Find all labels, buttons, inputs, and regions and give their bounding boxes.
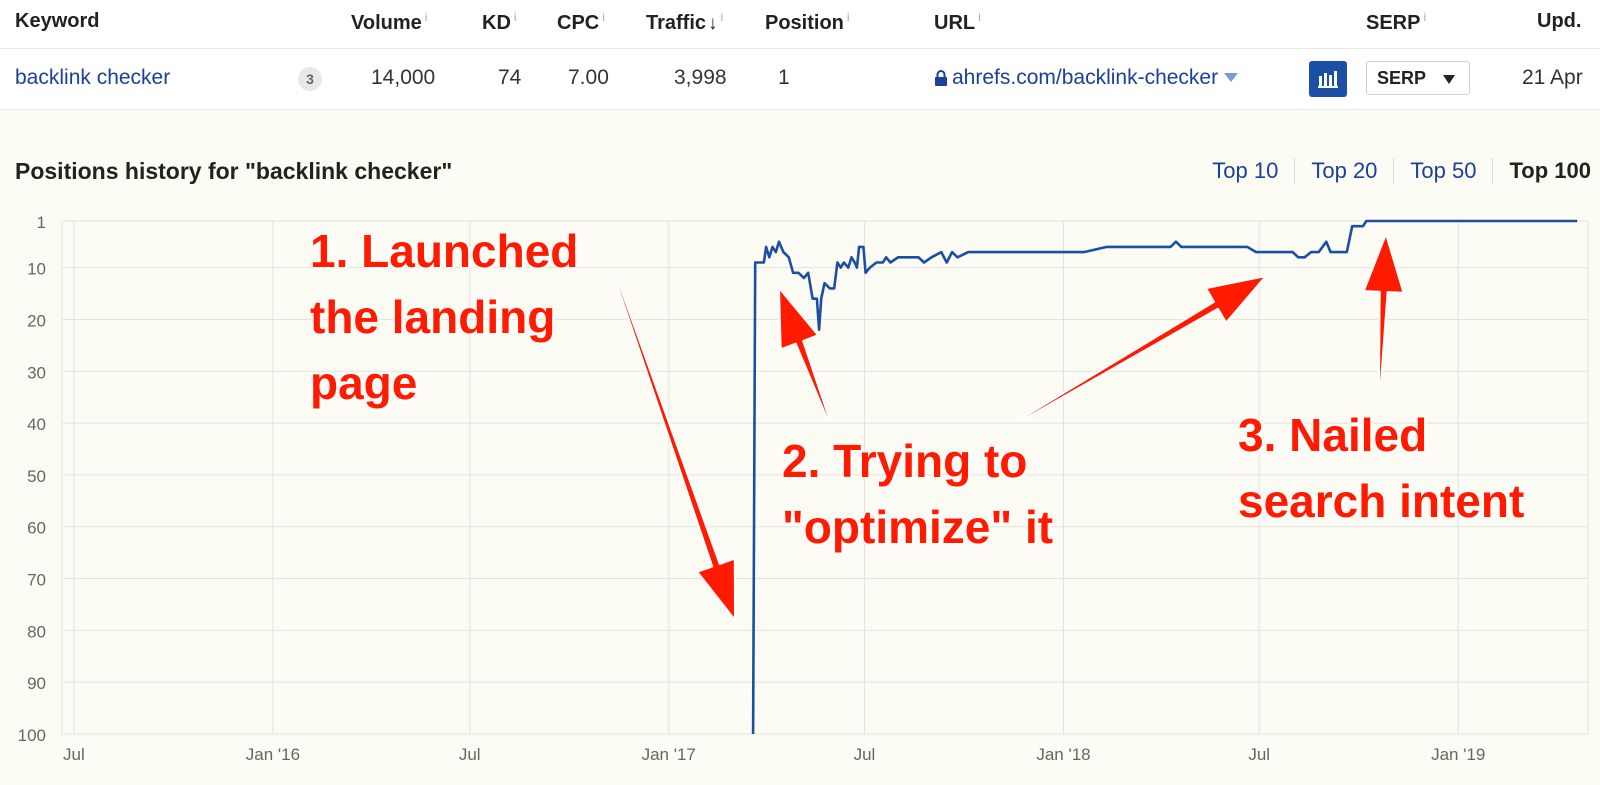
keyword-count-badge[interactable]: 3 bbox=[298, 67, 322, 91]
y-tick-label: 90 bbox=[27, 674, 46, 693]
top-filter-tabs: Top 10 Top 20 Top 50 Top 100 bbox=[1196, 158, 1591, 184]
info-icon[interactable]: i bbox=[846, 10, 850, 24]
annotation-optimize-line-1: 2. Trying to bbox=[782, 435, 1028, 487]
x-tick-label: Jul bbox=[63, 745, 85, 764]
header-position[interactable]: Position i bbox=[765, 10, 850, 35]
arrow-search-intent bbox=[1362, 233, 1405, 383]
y-tick-label: 60 bbox=[27, 519, 46, 538]
y-tick-label: 70 bbox=[27, 571, 46, 590]
y-tick-label: 30 bbox=[27, 363, 46, 382]
header-updated[interactable]: Upd. bbox=[1537, 10, 1581, 33]
header-serp-label: SERP bbox=[1366, 12, 1421, 34]
header-traffic-label: Traffic bbox=[646, 12, 707, 34]
annotation-launched-line-2: the landing bbox=[310, 291, 556, 343]
annotation-launched-line-1: 1. Launched bbox=[310, 225, 579, 277]
header-kd[interactable]: KD i bbox=[482, 10, 517, 35]
y-tick-label: 40 bbox=[27, 415, 46, 434]
info-icon[interactable]: i bbox=[1423, 10, 1427, 24]
y-tick-label: 80 bbox=[27, 622, 46, 641]
serp-dropdown-button[interactable]: SERP bbox=[1366, 61, 1470, 95]
y-tick-label: 20 bbox=[27, 311, 46, 330]
dropdown-triangle-icon bbox=[1443, 75, 1455, 84]
updated-value: 21 Apr bbox=[1522, 66, 1583, 89]
annotation-search-intent-line-2: search intent bbox=[1238, 475, 1525, 527]
y-tick-label: 100 bbox=[18, 726, 46, 745]
url-link[interactable]: ahrefs.com/backlink-checker bbox=[952, 66, 1219, 89]
x-tick-label: Jul bbox=[459, 745, 481, 764]
x-tick-label: Jan '18 bbox=[1036, 745, 1090, 764]
tab-top-10[interactable]: Top 10 bbox=[1212, 158, 1279, 183]
cpc-value: 7.00 bbox=[568, 66, 609, 89]
info-icon[interactable]: i bbox=[424, 10, 428, 24]
table-header-row: Keyword Volume i KD i CPC i Traffic ↓ i Posit… bbox=[0, 0, 1600, 49]
header-url-label: URL bbox=[934, 12, 976, 34]
x-tick-label: Jul bbox=[854, 745, 876, 764]
annotation-launched: 1. Launched the landing page bbox=[310, 218, 578, 416]
annotation-search-intent: 3. Nailed search intent bbox=[1238, 402, 1524, 534]
chevron-down-icon[interactable] bbox=[1224, 73, 1239, 82]
positions-history-title: Positions history for "backlink checker" bbox=[15, 158, 453, 184]
series-line bbox=[751, 219, 1578, 735]
position-chart-button[interactable] bbox=[1309, 61, 1347, 97]
sort-arrow-icon: ↓ bbox=[708, 13, 718, 34]
info-icon[interactable]: i bbox=[978, 10, 981, 24]
lock-icon bbox=[935, 70, 947, 86]
kd-value: 74 bbox=[498, 66, 522, 89]
header-keyword[interactable]: Keyword bbox=[15, 10, 99, 33]
info-icon[interactable]: i bbox=[720, 10, 724, 24]
y-tick-label: 1 bbox=[37, 213, 46, 232]
header-cpc-label: CPC bbox=[557, 12, 600, 34]
header-volume-label: Volume bbox=[351, 12, 422, 34]
position-value: 1 bbox=[778, 66, 790, 89]
header-position-label: Position bbox=[765, 12, 844, 34]
header-keyword-label: Keyword bbox=[15, 10, 100, 32]
url-cell: ahrefs.com/backlink-checker bbox=[934, 66, 1239, 90]
arrow-optimize bbox=[778, 287, 830, 420]
table-row: backlink checker 3 14,000 74 7.00 3,998 … bbox=[0, 49, 1600, 110]
bar-chart-icon bbox=[1318, 71, 1338, 88]
arrow-optimize-to-stable bbox=[1022, 275, 1267, 420]
positions-history-chart: 1 10 20 30 40 50 60 70 80 90 100 Jul Jan '16 Jul Jan '… bbox=[18, 213, 1589, 764]
arrow-launched bbox=[614, 276, 736, 621]
traffic-value: 3,998 bbox=[674, 66, 727, 89]
tab-top-100[interactable]: Top 100 bbox=[1492, 158, 1591, 184]
header-url[interactable]: URL i bbox=[934, 10, 981, 35]
annotation-search-intent-line-1: 3. Nailed bbox=[1238, 409, 1428, 461]
annotation-launched-line-3: page bbox=[310, 357, 418, 409]
header-updated-label: Upd. bbox=[1537, 10, 1582, 32]
keyword-link[interactable]: backlink checker bbox=[15, 66, 171, 89]
header-cpc[interactable]: CPC i bbox=[557, 10, 605, 35]
tab-top-20[interactable]: Top 20 bbox=[1294, 158, 1393, 184]
tab-top-50[interactable]: Top 50 bbox=[1393, 158, 1492, 184]
header-serp[interactable]: SERP i bbox=[1366, 10, 1426, 35]
annotation-optimize: 2. Trying to "optimize" it bbox=[782, 428, 1053, 560]
y-tick-label: 50 bbox=[27, 467, 46, 486]
x-tick-label: Jan '19 bbox=[1431, 745, 1485, 764]
x-tick-label: Jan '17 bbox=[642, 745, 696, 764]
x-tick-label: Jan '16 bbox=[246, 745, 300, 764]
keyword-cell: backlink checker bbox=[15, 66, 170, 90]
info-icon[interactable]: i bbox=[602, 10, 605, 24]
info-icon[interactable]: i bbox=[513, 10, 517, 24]
volume-value: 14,000 bbox=[371, 66, 436, 89]
annotation-optimize-line-2: "optimize" it bbox=[782, 501, 1054, 553]
header-kd-label: KD bbox=[482, 12, 511, 34]
serp-dropdown-label: SERP bbox=[1377, 68, 1427, 88]
y-tick-label: 10 bbox=[27, 260, 46, 279]
x-tick-label: Jul bbox=[1248, 745, 1270, 764]
header-traffic[interactable]: Traffic ↓ i bbox=[646, 10, 723, 35]
header-volume[interactable]: Volume i bbox=[351, 10, 427, 35]
plot-area bbox=[61, 220, 1589, 735]
